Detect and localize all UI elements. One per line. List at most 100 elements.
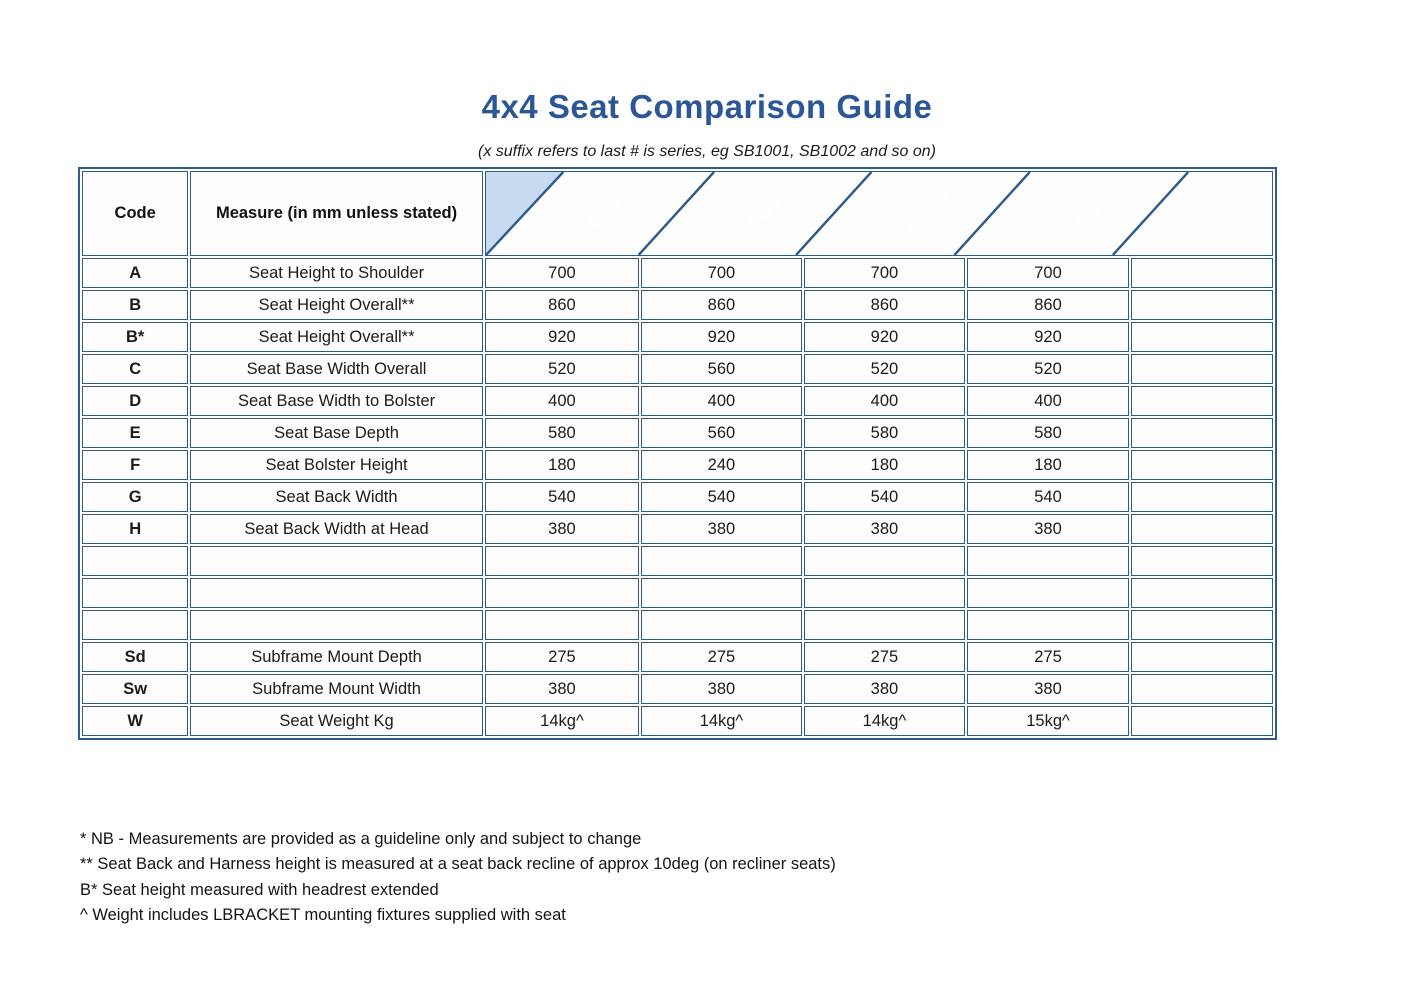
- value-cell: [641, 610, 802, 640]
- measure-cell: Seat Back Width at Head: [190, 514, 483, 544]
- value-cell: 700: [967, 258, 1129, 288]
- table-row: B* Seat Height Overall** 920 920 920 920: [82, 322, 1273, 352]
- value-cell: 700: [641, 258, 802, 288]
- header-measure: Measure (in mm unless stated): [190, 171, 483, 256]
- value-cell: [967, 578, 1129, 608]
- value-cell: 920: [967, 322, 1129, 352]
- code-cell: D: [82, 386, 189, 416]
- measure-cell: [190, 546, 483, 576]
- footnote: ^ Weight includes LBRACKET mounting fixt…: [80, 906, 566, 925]
- table-row: [82, 578, 1273, 608]
- table-row: C Seat Base Width Overall 520 560 520 52…: [82, 354, 1273, 384]
- table-row: [82, 546, 1273, 576]
- measure-cell: Seat Bolster Height: [190, 450, 483, 480]
- code-cell: [82, 546, 189, 576]
- value-cell: 700: [484, 258, 640, 288]
- value-cell: [803, 546, 966, 576]
- value-cell: 540: [641, 482, 802, 512]
- comparison-table: Code Measure (in mm unless stated) SB100…: [78, 167, 1277, 740]
- code-cell: W: [82, 706, 189, 736]
- value-cell: [484, 578, 640, 608]
- value-cell: [1130, 354, 1273, 384]
- value-cell: [803, 610, 966, 640]
- value-cell: [967, 610, 1129, 640]
- value-cell: 380: [484, 674, 640, 704]
- value-cell: 380: [967, 674, 1129, 704]
- value-cell: 540: [484, 482, 640, 512]
- value-cell: 15kg^: [967, 706, 1129, 736]
- value-cell: [1130, 706, 1273, 736]
- footnote: B* Seat height measured with headrest ex…: [80, 880, 439, 899]
- code-cell: B: [82, 290, 189, 320]
- value-cell: [1130, 386, 1273, 416]
- value-cell: [1130, 418, 1273, 448]
- measure-cell: Seat Height Overall**: [190, 290, 483, 320]
- code-cell: Sd: [82, 642, 189, 672]
- header-products: SB100x SS4004 TS200x TS300x: [484, 171, 1273, 256]
- value-cell: [484, 610, 640, 640]
- table-row: E Seat Base Depth 580 560 580 580: [82, 418, 1273, 448]
- value-cell: [803, 578, 966, 608]
- value-cell: [1130, 546, 1273, 576]
- value-cell: 560: [641, 354, 802, 384]
- code-cell: Sw: [82, 674, 189, 704]
- code-cell: [82, 610, 189, 640]
- value-cell: [1130, 482, 1273, 512]
- table-row: Sw Subframe Mount Width 380 380 380 380: [82, 674, 1273, 704]
- value-cell: 700: [803, 258, 966, 288]
- diagonal-header-graphic: [485, 172, 1189, 255]
- code-cell: F: [82, 450, 189, 480]
- value-cell: 400: [967, 386, 1129, 416]
- footnote: ** Seat Back and Harness height is measu…: [80, 855, 836, 874]
- measure-cell: [190, 610, 483, 640]
- value-cell: 380: [803, 674, 966, 704]
- table-row: W Seat Weight Kg 14kg^ 14kg^ 14kg^ 15kg^: [82, 706, 1273, 736]
- value-cell: 860: [967, 290, 1129, 320]
- measure-cell: Subframe Mount Depth: [190, 642, 483, 672]
- code-cell: E: [82, 418, 189, 448]
- value-cell: 920: [803, 322, 966, 352]
- value-cell: 560: [641, 418, 802, 448]
- measure-cell: Subframe Mount Width: [190, 674, 483, 704]
- value-cell: 580: [803, 418, 966, 448]
- value-cell: [1130, 258, 1273, 288]
- value-cell: 380: [484, 514, 640, 544]
- value-cell: 14kg^: [484, 706, 640, 736]
- value-cell: 180: [484, 450, 640, 480]
- code-cell: [82, 578, 189, 608]
- value-cell: 520: [967, 354, 1129, 384]
- value-cell: [967, 546, 1129, 576]
- value-cell: 14kg^: [641, 706, 802, 736]
- value-cell: 380: [967, 514, 1129, 544]
- value-cell: 240: [641, 450, 802, 480]
- value-cell: [1130, 290, 1273, 320]
- table-row: B Seat Height Overall** 860 860 860 860: [82, 290, 1273, 320]
- code-cell: C: [82, 354, 189, 384]
- value-cell: 275: [967, 642, 1129, 672]
- measure-cell: Seat Height Overall**: [190, 322, 483, 352]
- table-row: F Seat Bolster Height 180 240 180 180: [82, 450, 1273, 480]
- value-cell: 520: [484, 354, 640, 384]
- code-cell: B*: [82, 322, 189, 352]
- value-cell: 540: [967, 482, 1129, 512]
- value-cell: 180: [803, 450, 966, 480]
- value-cell: [641, 578, 802, 608]
- measure-cell: Seat Height to Shoulder: [190, 258, 483, 288]
- header-code: Code: [82, 171, 189, 256]
- table-row: Sd Subframe Mount Depth 275 275 275 275: [82, 642, 1273, 672]
- value-cell: 275: [484, 642, 640, 672]
- value-cell: 14kg^: [803, 706, 966, 736]
- value-cell: 380: [641, 674, 802, 704]
- value-cell: [1130, 450, 1273, 480]
- footnote: * NB - Measurements are provided as a gu…: [80, 830, 642, 848]
- value-cell: 275: [641, 642, 802, 672]
- measure-cell: Seat Base Depth: [190, 418, 483, 448]
- value-cell: 580: [484, 418, 640, 448]
- value-cell: 180: [967, 450, 1129, 480]
- table-row: H Seat Back Width at Head 380 380 380 38…: [82, 514, 1273, 544]
- value-cell: 520: [803, 354, 966, 384]
- measure-cell: [190, 578, 483, 608]
- value-cell: 920: [484, 322, 640, 352]
- code-cell: A: [82, 258, 189, 288]
- value-cell: 275: [803, 642, 966, 672]
